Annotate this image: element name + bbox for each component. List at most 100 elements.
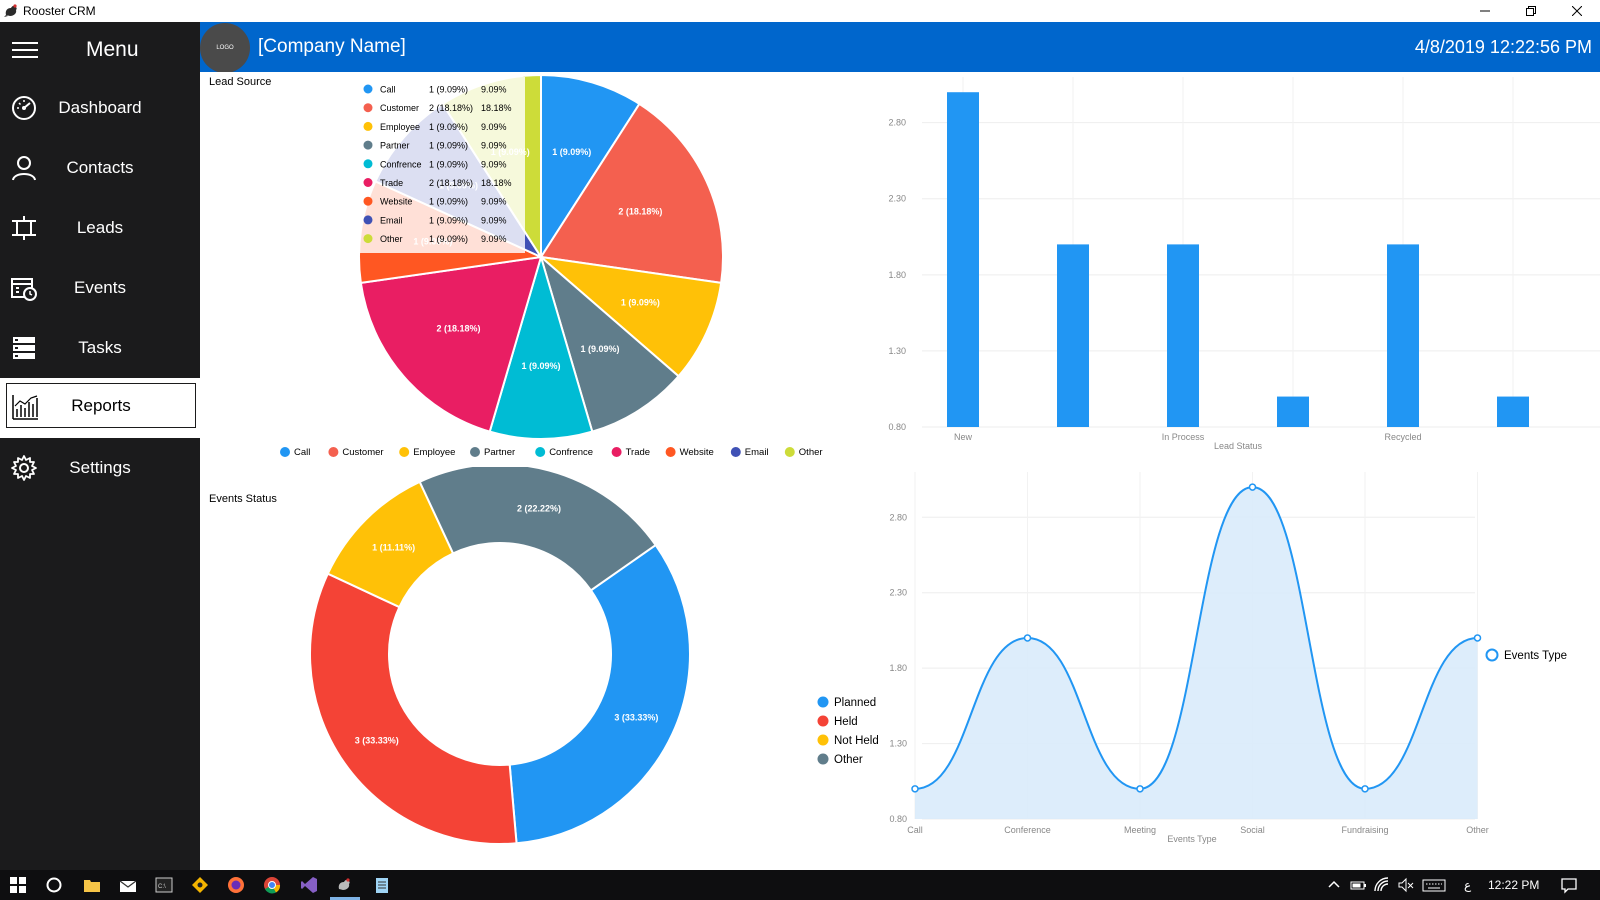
- data-point-social: [1248, 483, 1257, 491]
- gear-icon: [11, 455, 37, 481]
- pie-slice-customer: [539, 102, 724, 285]
- leads-icon: [12, 216, 36, 240]
- legend-label: Employee: [413, 447, 455, 458]
- keyboard-icon[interactable]: [1422, 876, 1446, 894]
- firefox-icon[interactable]: [227, 876, 245, 894]
- sidebar-item-label: Reports: [71, 395, 131, 415]
- tooltip-swatch: [363, 215, 373, 225]
- git-app-icon[interactable]: [191, 876, 209, 894]
- tooltip-swatch: [363, 121, 373, 131]
- data-point-fundraising: [1361, 785, 1369, 793]
- bar-2: [1057, 244, 1089, 427]
- legend-label: Website: [680, 447, 714, 458]
- pie-slice-label: 1 (9.09%): [581, 344, 620, 354]
- sidebar-item-label: Settings: [69, 458, 131, 477]
- legend-swatch: [665, 447, 676, 457]
- donut-slice-label: 3 (33.33%): [355, 735, 399, 745]
- pie-slice-call: [540, 73, 641, 261]
- sidebar-item-tasks[interactable]: Tasks: [0, 318, 200, 378]
- sidebar-item-events[interactable]: Events: [0, 258, 200, 318]
- y-tick-label: 2.30: [888, 194, 906, 204]
- sidebar-item-label: Leads: [76, 218, 124, 237]
- legend-label: Other: [799, 447, 823, 458]
- company-logo[interactable]: LOGO: [200, 23, 250, 73]
- minimize-button[interactable]: [1462, 0, 1508, 22]
- y-tick-label: 2.30: [889, 588, 907, 598]
- legend-swatch: [328, 447, 339, 457]
- events-type-area-chart[interactable]: 0.80 1.30 1.80 2.30 2.80 Call Conference Meetin…: [870, 467, 1600, 870]
- tooltip-label: Trade: [380, 178, 403, 188]
- legend-swatch: [817, 715, 829, 727]
- legend-swatch: [730, 447, 741, 457]
- restore-icon: [1526, 6, 1536, 16]
- close-button[interactable]: [1554, 0, 1600, 22]
- area-line: [914, 486, 1478, 790]
- tooltip-swatch: [363, 234, 373, 244]
- tooltip-percent: 9.09%: [481, 122, 507, 132]
- tooltip-label: Website: [380, 197, 412, 207]
- notepad-icon[interactable]: [373, 876, 391, 894]
- pie-slice-label: 2 (18.18%): [618, 207, 662, 217]
- title-bar: Rooster CRM: [0, 0, 1600, 22]
- sidebar-item-dashboard[interactable]: Dashboard: [0, 78, 200, 138]
- x-tick-label: Conference: [1004, 825, 1051, 835]
- x-axis-label: Lead Status: [1214, 441, 1263, 451]
- chrome-icon[interactable]: [263, 876, 281, 894]
- tooltip-swatch: [363, 178, 373, 187]
- input-language[interactable]: ع: [1464, 878, 1472, 892]
- sidebar-item-label: Tasks: [78, 338, 122, 357]
- legend-swatch: [1485, 648, 1499, 662]
- legend-label: Events Type: [1504, 650, 1567, 662]
- restore-button[interactable]: [1508, 0, 1554, 22]
- legend-label: Customer: [342, 447, 383, 458]
- sidebar-item-leads[interactable]: Leads: [0, 198, 200, 258]
- volume-muted-icon[interactable]: [1397, 876, 1415, 894]
- show-hidden-icons-icon[interactable]: [1325, 876, 1343, 894]
- battery-icon[interactable]: [1349, 876, 1367, 894]
- pie-slice-label: 1 (9.09%): [552, 147, 591, 157]
- hamburger-icon[interactable]: [12, 37, 38, 63]
- events-status-legend: Planned Held Not Held Other: [817, 696, 879, 766]
- x-tick-label: New: [954, 432, 973, 442]
- cortana-icon[interactable]: [45, 876, 63, 894]
- legend-swatch: [535, 447, 546, 457]
- y-tick-label: 2.80: [889, 512, 907, 522]
- notifications-icon[interactable]: [1560, 876, 1578, 894]
- sidebar-item-label: Dashboard: [58, 98, 142, 117]
- tooltip-percent: 9.09%: [481, 85, 507, 95]
- file-explorer-icon[interactable]: [83, 876, 101, 894]
- legend-label: Other: [834, 754, 863, 766]
- events-status-donut-chart[interactable]: 3 (33.33%) 3 (33.33%) 1 (11.11%) 2 (22.22%)…: [200, 467, 900, 870]
- tooltip-swatch: [363, 103, 373, 113]
- sidebar-item-contacts[interactable]: Contacts: [0, 138, 200, 198]
- start-icon[interactable]: [9, 876, 27, 894]
- pie-slice-label: 1 (9.09%): [521, 361, 560, 371]
- legend-label: Trade: [626, 447, 650, 458]
- sidebar-item-label: Contacts: [66, 158, 134, 177]
- rooster-crm-taskbar-icon[interactable]: [336, 876, 354, 894]
- mail-icon[interactable]: [119, 876, 137, 894]
- app-header: LOGO [Company Name] 4/8/2019 12:22:56 PM: [200, 22, 1600, 73]
- visual-studio-icon[interactable]: [300, 876, 318, 894]
- legend-label: Not Held: [834, 735, 879, 747]
- window-title: Rooster CRM: [23, 4, 96, 18]
- tooltip-value: 1 (9.09%): [429, 122, 468, 132]
- donut-slice-label: 3 (33.33%): [614, 713, 658, 723]
- y-tick-label: 1.30: [889, 739, 907, 749]
- tooltip-label: Employee: [380, 122, 420, 132]
- command-prompt-icon[interactable]: C:\: [155, 876, 173, 894]
- tooltip-percent: 18.18%: [481, 103, 512, 113]
- wifi-icon[interactable]: [1373, 876, 1391, 894]
- tooltip-label: Other: [380, 234, 403, 244]
- events-status-title: Events Status: [209, 493, 277, 505]
- sidebar-item-settings[interactable]: Settings: [0, 438, 200, 498]
- data-point-other: [1473, 634, 1482, 642]
- lead-status-bar-chart[interactable]: 0.80 1.30 1.80 2.30 2.80 New In Process Recycle…: [870, 72, 1600, 467]
- tooltip-value: 2 (18.18%): [429, 178, 473, 188]
- tooltip-value: 1 (9.09%): [429, 85, 468, 95]
- lead-source-pie-chart[interactable]: 1 (9.09%) 2 (18.18%) 1 (9.09%) 1 (9.09%) 1 (…: [200, 72, 870, 472]
- legend-swatch: [280, 447, 290, 457]
- taskbar-clock[interactable]: 12:22 PM: [1488, 878, 1540, 892]
- sidebar-item-reports[interactable]: Reports: [0, 378, 200, 438]
- tasks-icon: [13, 337, 35, 359]
